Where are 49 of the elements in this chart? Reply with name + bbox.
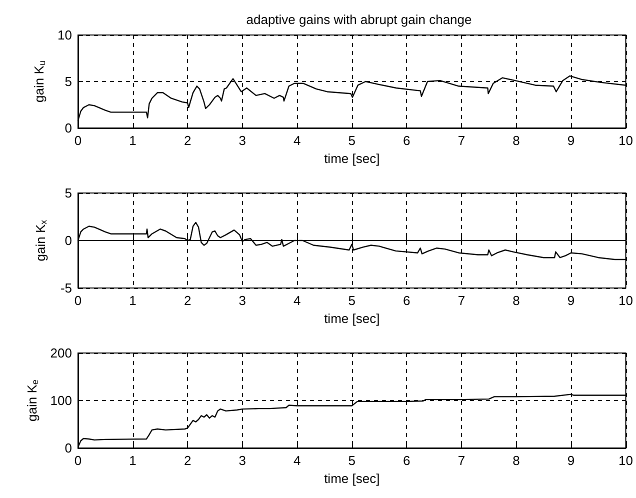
chart-title: adaptive gains with abrupt gain change bbox=[246, 12, 472, 27]
x-tick-label: 4 bbox=[293, 133, 301, 148]
x-tick-label: 10 bbox=[618, 293, 634, 308]
y-tick-label: 10 bbox=[58, 28, 72, 42]
x-tick-label: 8 bbox=[512, 133, 520, 148]
x-tick-label: 9 bbox=[567, 453, 575, 468]
x-tick-label: 6 bbox=[403, 293, 410, 308]
x-tick-label: 7 bbox=[458, 133, 466, 148]
x-tick-label: 5 bbox=[348, 133, 356, 148]
y-tick-label: 0 bbox=[64, 120, 72, 136]
x-axis-title: time [sec] bbox=[324, 471, 380, 486]
y-axis-title: gain Ke bbox=[24, 380, 40, 422]
y-tick-label: 5 bbox=[64, 74, 72, 89]
x-tick-label: 10 bbox=[618, 133, 634, 148]
y-axis-title: gain Ku bbox=[32, 60, 48, 102]
y-tick-label: 0 bbox=[64, 440, 72, 456]
y-tick-label: -5 bbox=[60, 280, 72, 296]
x-tick-label: 4 bbox=[293, 293, 301, 308]
x-tick-label: 3 bbox=[238, 293, 246, 308]
x-tick-label: 7 bbox=[458, 453, 466, 468]
x-tick-label: 7 bbox=[458, 293, 466, 308]
x-tick-label: 6 bbox=[403, 133, 410, 148]
y-tick-label: 100 bbox=[50, 393, 72, 408]
x-tick-label: 8 bbox=[512, 293, 520, 308]
x-tick-label: 0 bbox=[74, 293, 82, 308]
x-tick-label: 2 bbox=[184, 133, 192, 148]
x-axis-title: time [sec] bbox=[324, 151, 380, 166]
x-tick-label: 0 bbox=[74, 133, 82, 148]
x-axis-title: time [sec] bbox=[324, 311, 380, 326]
y-tick-label: 5 bbox=[64, 186, 72, 200]
x-tick-label: 3 bbox=[238, 133, 246, 148]
x-tick-label: 1 bbox=[129, 453, 136, 468]
x-tick-label: 6 bbox=[403, 453, 410, 468]
x-tick-label: 4 bbox=[293, 453, 301, 468]
x-tick-label: 10 bbox=[618, 453, 634, 468]
x-tick-label: 0 bbox=[74, 453, 82, 468]
x-tick-label: 8 bbox=[512, 453, 520, 468]
x-tick-label: 1 bbox=[129, 133, 136, 148]
x-tick-label: 5 bbox=[348, 293, 356, 308]
y-tick-label: 0 bbox=[64, 233, 72, 248]
x-tick-label: 2 bbox=[184, 453, 192, 468]
x-tick-label: 3 bbox=[238, 453, 246, 468]
x-tick-label: 9 bbox=[567, 293, 575, 308]
y-axis-title: gain Kx bbox=[33, 219, 48, 262]
x-tick-label: 5 bbox=[348, 453, 356, 468]
x-tick-label: 2 bbox=[184, 293, 192, 308]
x-tick-label: 9 bbox=[567, 133, 575, 148]
y-tick-label: 200 bbox=[50, 346, 72, 360]
x-tick-label: 1 bbox=[129, 293, 136, 308]
